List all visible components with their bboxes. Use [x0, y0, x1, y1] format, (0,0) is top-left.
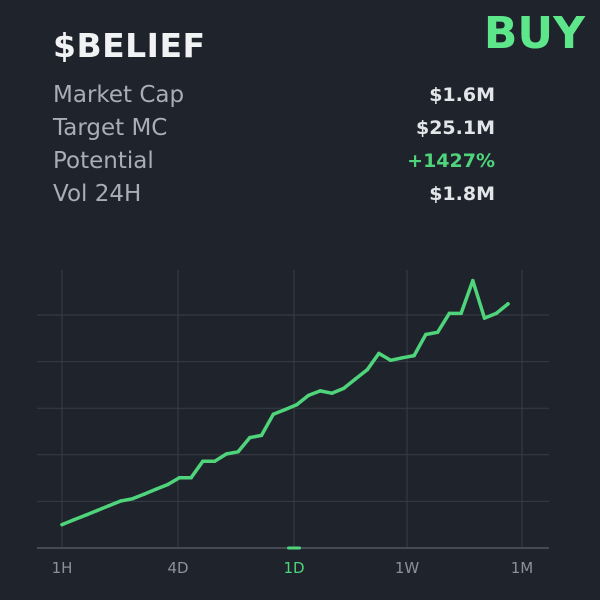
price-point [459, 311, 463, 316]
price-chart: 1H 4D 1D 1W 1M [37, 270, 549, 577]
price-point [447, 311, 452, 316]
vol-24h-label: Vol 24H [53, 181, 142, 207]
price-point [95, 508, 99, 513]
price-point [224, 452, 229, 456]
price-point [494, 311, 499, 316]
price-point [353, 377, 358, 381]
active-timeframe-indicator [287, 546, 301, 550]
stat-row-vol-24h: Vol 24H $1.8M [53, 179, 495, 212]
price-point [271, 412, 276, 417]
timeframe-1d[interactable]: 1D [283, 559, 304, 577]
price-point [506, 302, 510, 306]
target-mc-label: Target MC [53, 115, 168, 141]
price-point [165, 482, 170, 487]
price-point [412, 353, 416, 358]
price-point [107, 503, 111, 508]
price-point [60, 522, 64, 527]
price-point [130, 497, 135, 501]
price-point [212, 459, 217, 464]
price-point [388, 358, 393, 363]
price-point [248, 435, 252, 440]
potential-value: +1427% [407, 150, 495, 172]
price-point [142, 492, 146, 496]
price-point [365, 368, 369, 372]
price-line [60, 278, 510, 527]
price-point [83, 513, 88, 517]
price-point [435, 330, 440, 335]
timeframe-1w[interactable]: 1W [395, 559, 420, 577]
token-symbol: $BELIEF [53, 26, 206, 65]
price-point [471, 278, 475, 283]
vol-24h-value: $1.8M [429, 183, 495, 205]
price-point [259, 433, 264, 438]
price-point [283, 407, 287, 412]
stat-row-potential: Potential +1427% [53, 146, 495, 179]
price-point [482, 316, 487, 320]
buy-button[interactable]: BUY [483, 8, 585, 59]
timeframe-1m[interactable]: 1M [511, 559, 534, 577]
price-point [118, 499, 123, 503]
price-point [71, 518, 76, 522]
price-point [400, 356, 405, 360]
price-point [306, 393, 311, 398]
stat-row-target-mc: Target MC $25.1M [53, 113, 495, 146]
price-point [201, 459, 205, 464]
price-point [177, 475, 182, 480]
timeframe-1h[interactable]: 1H [52, 559, 73, 577]
price-point [377, 351, 381, 356]
price-point [189, 475, 193, 480]
market-cap-label: Market Cap [53, 82, 185, 108]
price-point [294, 403, 299, 407]
potential-label: Potential [53, 148, 154, 174]
price-point [341, 386, 346, 391]
price-point [330, 391, 334, 395]
price-point [236, 450, 240, 454]
stats-panel: Market Cap $1.6M Target MC $25.1M Potent… [53, 80, 495, 212]
price-point [318, 389, 322, 393]
target-mc-value: $25.1M [415, 117, 495, 139]
market-cap-value: $1.6M [429, 84, 495, 106]
price-point [154, 487, 158, 492]
stat-row-market-cap: Market Cap $1.6M [53, 80, 495, 113]
timeframe-4d[interactable]: 4D [167, 559, 188, 577]
price-point [424, 332, 428, 337]
